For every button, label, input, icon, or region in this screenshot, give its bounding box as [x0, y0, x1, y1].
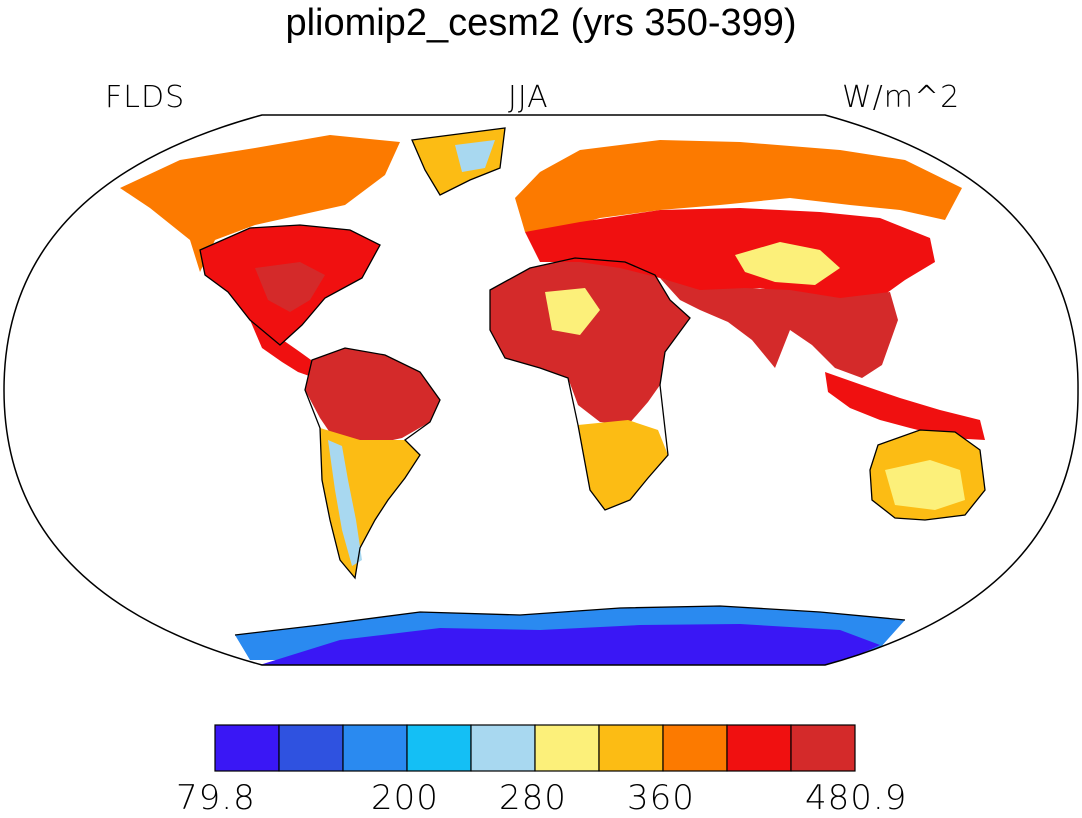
region-africa-sahara-center	[545, 288, 600, 335]
variable-label: FLDS	[105, 80, 186, 115]
coastlines	[199, 127, 986, 636]
colorbar-cell	[278, 724, 344, 772]
colorbar-cell	[470, 724, 536, 772]
colorbar-label-280: 280	[499, 778, 567, 818]
region-north-america-arctic	[120, 135, 400, 272]
colorbar-label-max: 480.9	[805, 778, 908, 818]
region-maritime-continent	[825, 372, 985, 440]
season-label: JJA	[508, 80, 549, 115]
region-eurasia-north	[515, 140, 962, 232]
map-title: pliomip2_cesm2 (yrs 350-399)	[285, 2, 797, 44]
globe-outline	[3, 114, 1079, 666]
region-south-america-north	[305, 348, 440, 445]
region-north-america-southeast	[255, 262, 325, 312]
colorbar-label-200: 200	[371, 778, 439, 818]
colorbar-cell	[534, 724, 600, 772]
colorbar-cell	[790, 724, 856, 772]
colorbar-cell	[598, 724, 664, 772]
region-south-asia	[660, 278, 898, 378]
region-greenland-interior	[455, 140, 495, 172]
region-africa-sahara	[490, 258, 690, 425]
colorbar	[214, 724, 856, 772]
region-australia-interior	[885, 460, 965, 510]
region-eurasia-mid	[525, 208, 935, 300]
colorbar-cell	[406, 724, 472, 772]
colorbar-cell	[342, 724, 408, 772]
units-label: W/m^2	[842, 80, 961, 115]
colorbar-cell	[214, 724, 280, 772]
region-tibet	[735, 242, 840, 285]
region-africa-south	[578, 420, 668, 510]
colorbar-label-360: 360	[627, 778, 695, 818]
colorbar-cell	[726, 724, 792, 772]
colorbar-label-min: 79.8	[176, 778, 256, 818]
region-antarctica	[250, 624, 880, 665]
region-andes	[328, 440, 362, 566]
world-map	[3, 114, 1079, 666]
colorbar-cell	[662, 724, 728, 772]
